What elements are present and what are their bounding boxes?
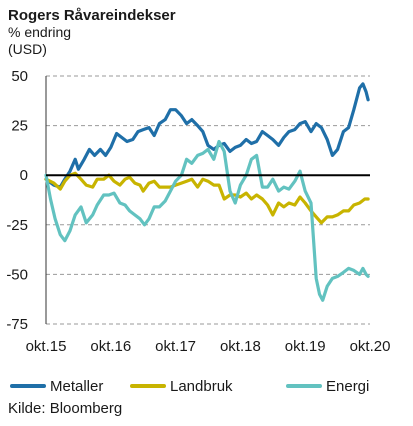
legend-label-energi: Energi — [326, 378, 369, 395]
x-tick-label: okt.17 — [155, 338, 196, 355]
legend-label-metaller: Metaller — [50, 378, 103, 395]
y-tick-label: -50 — [6, 266, 28, 283]
y-tick-label: -75 — [6, 316, 28, 333]
series-line-landbruk — [44, 171, 370, 225]
chart-unit: (USD) — [8, 41, 47, 57]
series-line-energi — [44, 139, 370, 302]
y-tick-label: 25 — [11, 118, 28, 135]
x-tick-label: okt.19 — [285, 338, 326, 355]
y-tick-label: 50 — [11, 68, 28, 85]
y-axis-labels: 50 25 0 -25 -50 -75 — [6, 68, 28, 333]
y-tick-label: -25 — [6, 217, 28, 234]
x-tick-label: okt.20 — [350, 338, 391, 355]
x-axis-labels: okt.15 okt.16 okt.17 okt.18 okt.19 okt.20 — [26, 338, 391, 355]
legend: Metaller Landbruk Energi — [10, 378, 369, 395]
series-line-metaller — [44, 82, 370, 189]
chart-subtitle: % endring — [8, 24, 71, 40]
x-tick-label: okt.18 — [220, 338, 261, 355]
series-lines — [44, 82, 370, 302]
chart-title: Rogers Råvareindekser — [8, 7, 176, 24]
legend-label-landbruk: Landbruk — [170, 378, 233, 395]
gridlines — [46, 75, 370, 325]
x-tick-label: okt.16 — [90, 338, 131, 355]
y-tick-label: 0 — [20, 167, 28, 184]
x-tick-label: okt.15 — [26, 338, 67, 355]
source-note: Kilde: Bloomberg — [8, 400, 122, 417]
